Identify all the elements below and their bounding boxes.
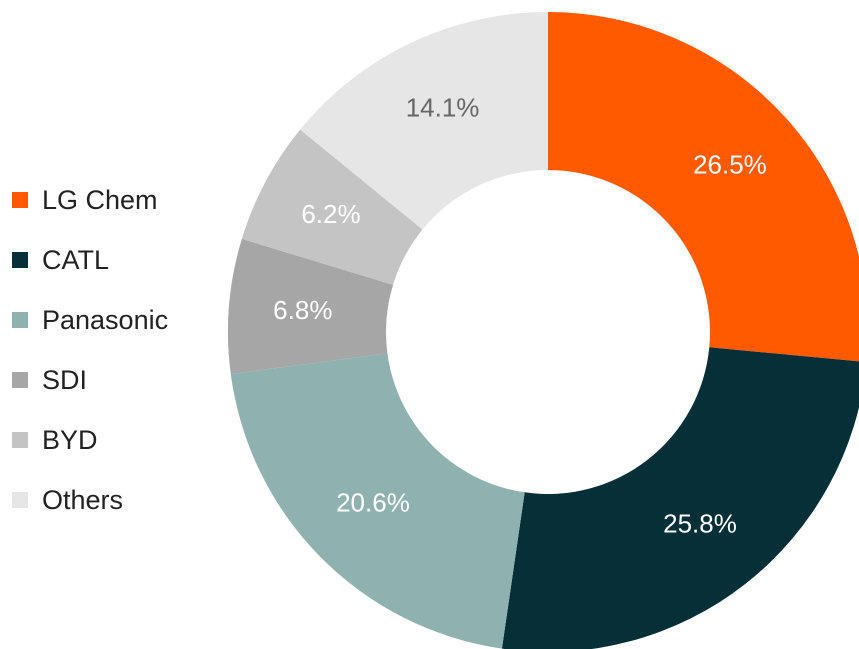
- slice-byd: [241, 129, 423, 285]
- legend-label: Panasonic: [42, 304, 169, 335]
- legend-label: LG Chem: [42, 184, 158, 215]
- slice-label-catl: 25.8%: [663, 508, 737, 538]
- legend-label: SDI: [42, 364, 88, 395]
- slice-label-sdi: 6.8%: [273, 295, 332, 325]
- legend-swatch: [12, 492, 28, 508]
- legend-swatch: [12, 432, 28, 448]
- slice-panasonic: [230, 353, 525, 649]
- slice-label-lg-chem: 26.5%: [693, 149, 767, 179]
- legend-item-byd: BYD: [12, 425, 168, 455]
- chart-legend: LG Chem CATL Panasonic SDI BYD Others: [12, 185, 168, 515]
- slice-label-byd: 6.2%: [301, 199, 360, 229]
- legend-swatch: [12, 312, 28, 328]
- legend-swatch: [12, 192, 28, 208]
- legend-item-catl: CATL: [12, 245, 168, 275]
- legend-label: BYD: [42, 424, 98, 455]
- slice-catl: [501, 347, 859, 649]
- legend-item-panasonic: Panasonic: [12, 305, 168, 335]
- legend-swatch: [12, 252, 28, 268]
- legend-item-others: Others: [12, 485, 168, 515]
- legend-label: CATL: [42, 244, 110, 275]
- slice-label-others: 14.1%: [406, 93, 480, 123]
- legend-item-lg-chem: LG Chem: [12, 185, 168, 215]
- slice-label-panasonic: 20.6%: [336, 488, 410, 518]
- slice-lg-chem: [548, 12, 859, 362]
- legend-item-sdi: SDI: [12, 365, 168, 395]
- legend-label: Others: [42, 484, 124, 515]
- legend-swatch: [12, 372, 28, 388]
- slice-sdi: [228, 238, 394, 375]
- slice-others: [300, 12, 548, 230]
